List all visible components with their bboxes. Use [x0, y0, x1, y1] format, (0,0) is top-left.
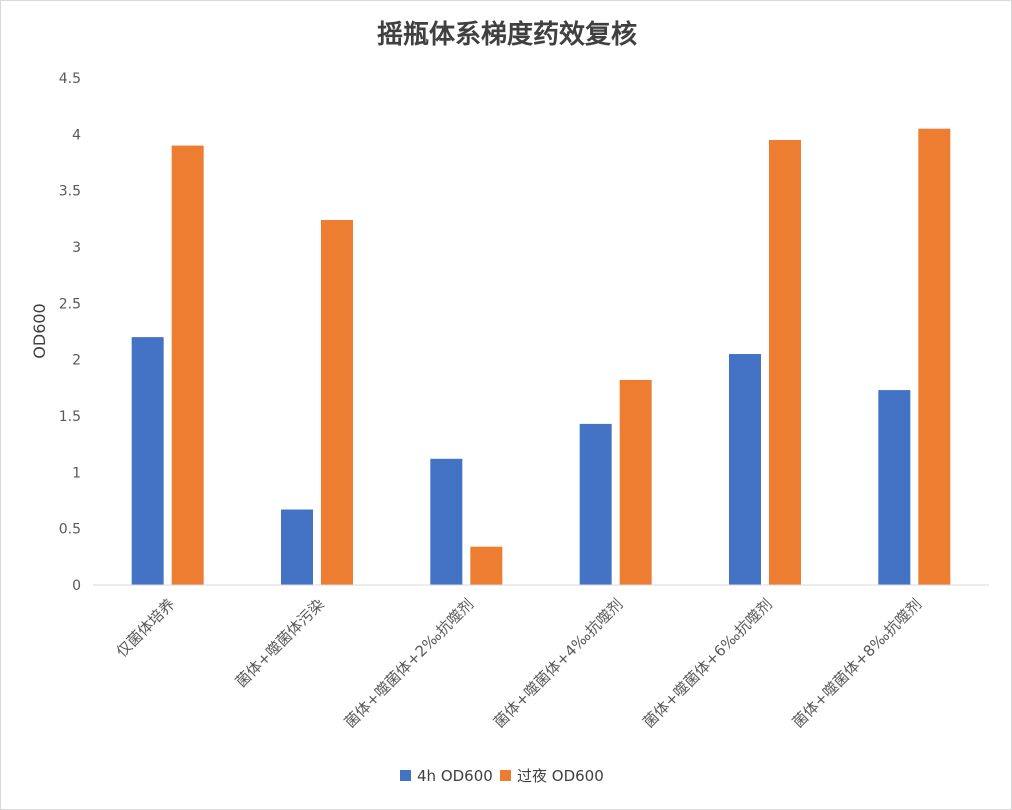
legend-entry-label: 4h OD600: [417, 767, 493, 785]
y-axis-ticks: 0 0.5 1 1.5 2 2.5 3 3.5 4 4.5: [59, 71, 81, 594]
bar-series2-4: [619, 379, 652, 585]
bars-group: [131, 128, 951, 585]
y-tick-label: 1.5: [59, 409, 81, 425]
legend-swatch: [400, 770, 411, 781]
y-tick-label: 3: [72, 240, 81, 256]
x-axis-labels: 仅菌体培养 菌体+噬菌体污染 菌体+噬菌体+2‰抗噬剂 菌体+噬菌体+4‰抗噬剂 菌体+…: [113, 595, 925, 731]
bar-series2-2: [321, 219, 353, 585]
chart-title: 摇瓶体系梯度药效复核: [377, 19, 637, 50]
y-tick-label: 2.5: [59, 296, 81, 312]
y-tick-label: 3.5: [59, 184, 81, 200]
legend: 4h OD600 过夜 OD600: [400, 767, 604, 785]
bar-series2-3: [470, 546, 503, 585]
bar-series1-1: [131, 337, 164, 585]
y-axis-label: OD600: [30, 303, 49, 358]
x-category-label: 仅菌体培养: [113, 595, 179, 661]
bar-series2-5: [769, 139, 801, 585]
y-tick-label: 4.5: [59, 71, 81, 87]
bar-series1-6: [878, 390, 911, 585]
y-tick-label: 1: [72, 465, 81, 481]
bar-series1-5: [729, 354, 761, 585]
y-tick-label: 0.5: [59, 522, 81, 538]
bar-series1-3: [430, 458, 463, 585]
bar-series2-6: [918, 128, 951, 585]
x-category-label: 菌体+噬菌体+4‰抗噬剂: [490, 595, 626, 731]
x-category-label: 菌体+噬菌体污染: [232, 595, 328, 691]
x-category-label: 菌体+噬菌体+2‰抗噬剂: [341, 595, 477, 731]
x-category-label: 菌体+噬菌体+6‰抗噬剂: [639, 595, 775, 731]
bar-series1-4: [579, 423, 612, 585]
legend-swatch: [500, 770, 511, 781]
x-category-label: 菌体+噬菌体+8‰抗噬剂: [789, 595, 925, 731]
y-tick-label: 2: [72, 353, 81, 369]
bar-series1-2: [281, 509, 313, 585]
bar-series2-1: [171, 145, 204, 585]
y-tick-label: 4: [72, 127, 81, 143]
legend-entry-label: 过夜 OD600: [517, 767, 604, 785]
y-tick-label: 0: [72, 578, 81, 594]
